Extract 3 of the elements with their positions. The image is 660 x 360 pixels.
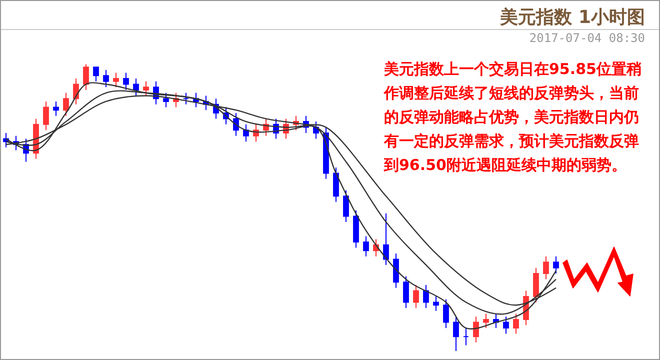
chart-title: 美元指数 1小时图 xyxy=(500,6,645,29)
annotation: 美元指数上一个交易日在95.85位置稍作调整后延续了短线的反弹势头，当前的反弹动能略占优势，美元指数日内仍有一定的反弹需求，预计美元指数反弹到96.50附近遇阻延续中期的弱势。 xyxy=(384,59,642,176)
text: 2017-07-04 08:30 xyxy=(529,31,645,45)
